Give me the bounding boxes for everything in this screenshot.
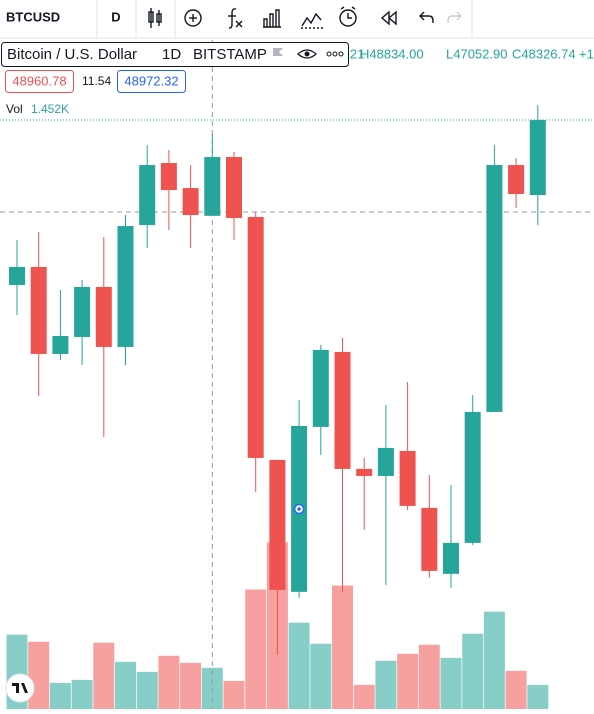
candle-body (204, 157, 221, 216)
symbol[interactable]: BTCUSD (6, 9, 60, 24)
replay-icon[interactable] (380, 10, 397, 26)
eye-icon[interactable] (297, 49, 317, 59)
volume-bar (93, 642, 115, 709)
legend-low: L47052.90 (446, 46, 507, 61)
candle-body (9, 266, 25, 285)
candle-body (30, 266, 47, 354)
chart-type-icon[interactable] (148, 8, 162, 28)
candle-body (421, 507, 438, 571)
candle-body (269, 459, 286, 590)
replay-chart-icon[interactable] (301, 12, 323, 29)
volume-bar (462, 633, 484, 709)
legend-interval: 1D (162, 46, 181, 63)
volume-bar (223, 680, 245, 709)
candle-body (160, 163, 177, 191)
volume-bar (332, 585, 353, 709)
buy-price[interactable]: 48972.32 (124, 73, 178, 88)
candle-body (486, 165, 503, 412)
plot (0, 40, 594, 709)
candle-body (117, 226, 134, 347)
undo-icon[interactable] (419, 11, 434, 23)
redo-icon (447, 11, 462, 23)
volume-bar (375, 660, 397, 709)
toolbar: BTCUSD D (0, 0, 594, 39)
sell-price[interactable]: 48960.78 (12, 73, 66, 88)
eye-icon-pupil (304, 51, 310, 57)
interval[interactable]: D (111, 9, 120, 24)
sell-box[interactable] (5, 70, 74, 93)
alert-icon[interactable] (339, 6, 357, 27)
candle-body (334, 351, 351, 469)
candle-body (464, 411, 481, 543)
volume-bar (505, 670, 527, 709)
candle-body (377, 447, 394, 476)
legend: O47056.21 H48834.00 L47052.90 C48326.74 … (1, 42, 594, 116)
legend-box[interactable] (1, 42, 349, 67)
candle-body (182, 188, 199, 216)
tv-logo[interactable] (5, 673, 35, 703)
volume-value: 1.452K (31, 102, 69, 116)
volume-bar (418, 644, 440, 709)
volume-bar (158, 655, 180, 709)
volume-bar (353, 684, 375, 709)
legend-change: +1 (579, 46, 594, 61)
legend-high: H48834.00 (360, 46, 424, 61)
candle-body (139, 165, 156, 226)
volume-bar (440, 657, 462, 709)
volume-bar (49, 682, 71, 709)
indicators-icon[interactable] (228, 8, 243, 29)
candle-body (399, 450, 416, 506)
candle-body (95, 286, 112, 347)
toolbar-bg (0, 0, 594, 38)
volume-bar (115, 661, 136, 709)
volume-bar (310, 643, 332, 709)
spread: 11.54 (82, 74, 111, 88)
templates-icon[interactable] (263, 9, 281, 28)
candle-body (247, 217, 264, 458)
volume-bar (483, 611, 505, 709)
candle-body (508, 165, 525, 195)
compare-icon[interactable] (184, 9, 202, 27)
volume-bar (527, 684, 549, 709)
volume-label: Vol (6, 102, 23, 116)
candle-body (312, 349, 329, 427)
flag-icon[interactable] (273, 48, 283, 56)
candle-body (443, 542, 459, 574)
volume-bar (136, 671, 158, 709)
candle-body (226, 157, 242, 219)
more-icon[interactable] (326, 51, 344, 57)
candle-body (356, 468, 373, 476)
volume-bar (288, 622, 310, 709)
legend-exchange: BITSTAMP (193, 46, 267, 63)
legend-close: C48326.74 (512, 46, 576, 61)
candle-body (52, 335, 69, 354)
volume-bar (180, 662, 202, 709)
legend-name: Bitcoin / U.S. Dollar (7, 46, 137, 63)
crosshair-point-inner (297, 507, 301, 511)
buy-box[interactable] (117, 70, 186, 93)
candle-body (74, 286, 91, 337)
volume-bar (28, 641, 50, 709)
volume-bar (245, 589, 267, 709)
volume-bar (71, 679, 93, 709)
volume-bar (397, 653, 419, 709)
candle-body (529, 120, 546, 196)
